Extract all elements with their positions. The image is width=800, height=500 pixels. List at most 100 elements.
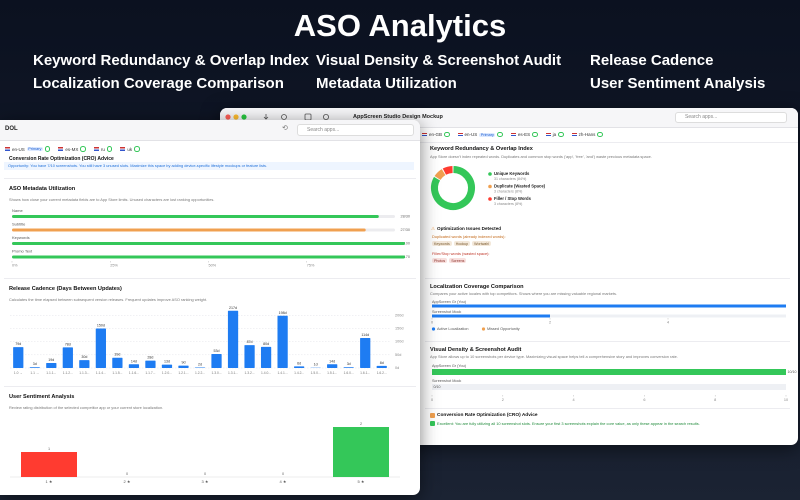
bar-value-label: 3d [33, 362, 37, 366]
minimize-button[interactable] [233, 114, 239, 120]
word-tag: Keywords [432, 241, 452, 246]
left-window: DOL ⟲ Search apps... en-US Primary es-MX ru… [0, 120, 420, 495]
cro-text: Excellent: You are fully utilizing all 1… [437, 421, 700, 426]
x-tick-label: 1.2.2... [195, 371, 205, 375]
primary-badge: Primary [26, 147, 43, 151]
cadence-bar [145, 360, 156, 368]
locale-code: es-MX [65, 146, 79, 152]
info-icon[interactable] [323, 114, 330, 120]
locale-item[interactable]: es-ES [509, 131, 540, 139]
y-tick-label: 50d [395, 353, 401, 357]
utilization-bar [12, 242, 405, 245]
cro-icon [430, 413, 435, 418]
section-description: Calculates the time elapsed between subs… [9, 297, 208, 302]
rating-bar [21, 452, 77, 477]
y-tick-label: 200d [395, 313, 403, 317]
tag-list: Photos Screens [432, 258, 467, 263]
locale-item[interactable]: en-GB [420, 131, 452, 139]
locale-item[interactable]: en-US Primary [3, 145, 52, 153]
x-tick-label: 0 [431, 398, 433, 402]
section-title: ASO Metadata Utilization [9, 186, 76, 192]
locale-item[interactable]: ru [92, 145, 115, 153]
x-tick-label: 1.2.0... [162, 371, 172, 375]
section-title: Visual Density & Screenshot Audit [430, 347, 522, 353]
bar-value-label: 13d [164, 360, 170, 364]
x-tick-label: 2 [549, 321, 551, 325]
refresh-icon[interactable]: ⟲ [282, 125, 288, 132]
locale-code: es-ES [517, 132, 531, 137]
toolbar: DOL ⟲ Search apps... [0, 120, 420, 141]
issues-title: Optimization Issues Detected [437, 226, 502, 231]
section-title: Conversion Rate Optimization (CRO) Advic… [437, 413, 538, 418]
section-description: Shows how close your current metadata fi… [9, 197, 215, 202]
cadence-bar [277, 315, 288, 368]
cadence-bar [29, 367, 40, 368]
coverage-bar [432, 304, 786, 308]
x-tick-label: 2 [502, 398, 504, 402]
section-title: Conversion Rate Optimization (CRO) Advic… [9, 156, 114, 162]
keyword-donut [431, 166, 475, 210]
settings-icon[interactable] [281, 114, 287, 120]
section-description: Review rating distribution of the select… [9, 405, 164, 410]
locale-item[interactable]: es-MX [56, 145, 88, 153]
x-tick-label: 75% [307, 264, 315, 268]
search-field[interactable]: Search apps... [297, 124, 414, 136]
locale-item[interactable]: ja [544, 131, 566, 139]
x-tick-label: 1.3.1... [228, 371, 238, 375]
legend-swatch [431, 327, 436, 331]
status-dot [44, 146, 51, 152]
sentiment-chart: 1 1 ★ 0 2 ★ 0 3 ★ 0 4 ★ 2 5 ★ [10, 422, 400, 484]
screenshot-bar [432, 369, 786, 375]
divider [425, 341, 790, 342]
cadence-bar [95, 328, 106, 368]
x-tick-label: 3 ★ [202, 479, 209, 484]
cadence-bar [360, 337, 371, 368]
bar-track [432, 314, 786, 318]
flag [93, 147, 99, 151]
bar-value-label: 8d [380, 361, 384, 365]
legend-swatch [488, 172, 492, 176]
flag [422, 132, 427, 137]
x-tick-label: 1.4.1... [278, 371, 288, 375]
cadence-bar [128, 364, 140, 368]
bar-value-label: 1d [314, 363, 318, 367]
locale-bar: en-GB en-US Primary es-ES ja zh-Hans [420, 129, 605, 140]
legend-detail: 3 characters (8%) [494, 189, 522, 193]
cadence-bar [376, 365, 387, 368]
cadence-bar [211, 354, 222, 368]
word-tag: Wortwahl [472, 241, 492, 246]
bar-value-label: 2 [360, 422, 362, 426]
donut-segment [431, 166, 475, 210]
bar-value-label: 114d [361, 333, 369, 337]
locale-item[interactable]: zh-Hans [570, 131, 605, 139]
download-icon[interactable] [263, 114, 269, 120]
flag [545, 132, 551, 137]
x-tick-label: 6 [643, 398, 645, 402]
zoom-button[interactable] [241, 114, 247, 120]
x-tick-label: 1.1.3... [79, 371, 89, 375]
utilization-bar [12, 215, 379, 218]
search-field[interactable]: Search apps... [675, 112, 787, 123]
bar-value-label: 78d [65, 342, 71, 346]
duplicated-heading: Duplicated words (already indexed words)… [432, 234, 506, 239]
y-tick-label: 150d [395, 326, 403, 330]
cadence-bar [194, 367, 206, 368]
locale-item[interactable]: en-US Primary [456, 131, 505, 139]
cadence-bar [227, 310, 239, 368]
bar-value-label: 87d [247, 340, 253, 344]
donut-segment [442, 166, 453, 175]
x-tick-label: 2 ★ [124, 479, 131, 484]
cadence-bar [327, 364, 338, 368]
locale-item[interactable]: uk [118, 145, 141, 153]
status-dot [134, 146, 140, 152]
x-tick-label: 1.1.5... [112, 371, 122, 375]
divider [425, 278, 790, 279]
bar-value-label: 53d [214, 349, 220, 353]
x-tick-label: 0% [12, 264, 18, 268]
legend-name: Filler / Stop Words [494, 196, 532, 201]
close-button[interactable] [225, 114, 231, 120]
x-tick-label: 1.6.1... [360, 371, 370, 375]
window-title: AppScreen Studio Design Mockup [353, 114, 443, 120]
field-value-label: 28/30 [400, 215, 410, 219]
x-tick-label: 5 ★ [358, 479, 365, 484]
